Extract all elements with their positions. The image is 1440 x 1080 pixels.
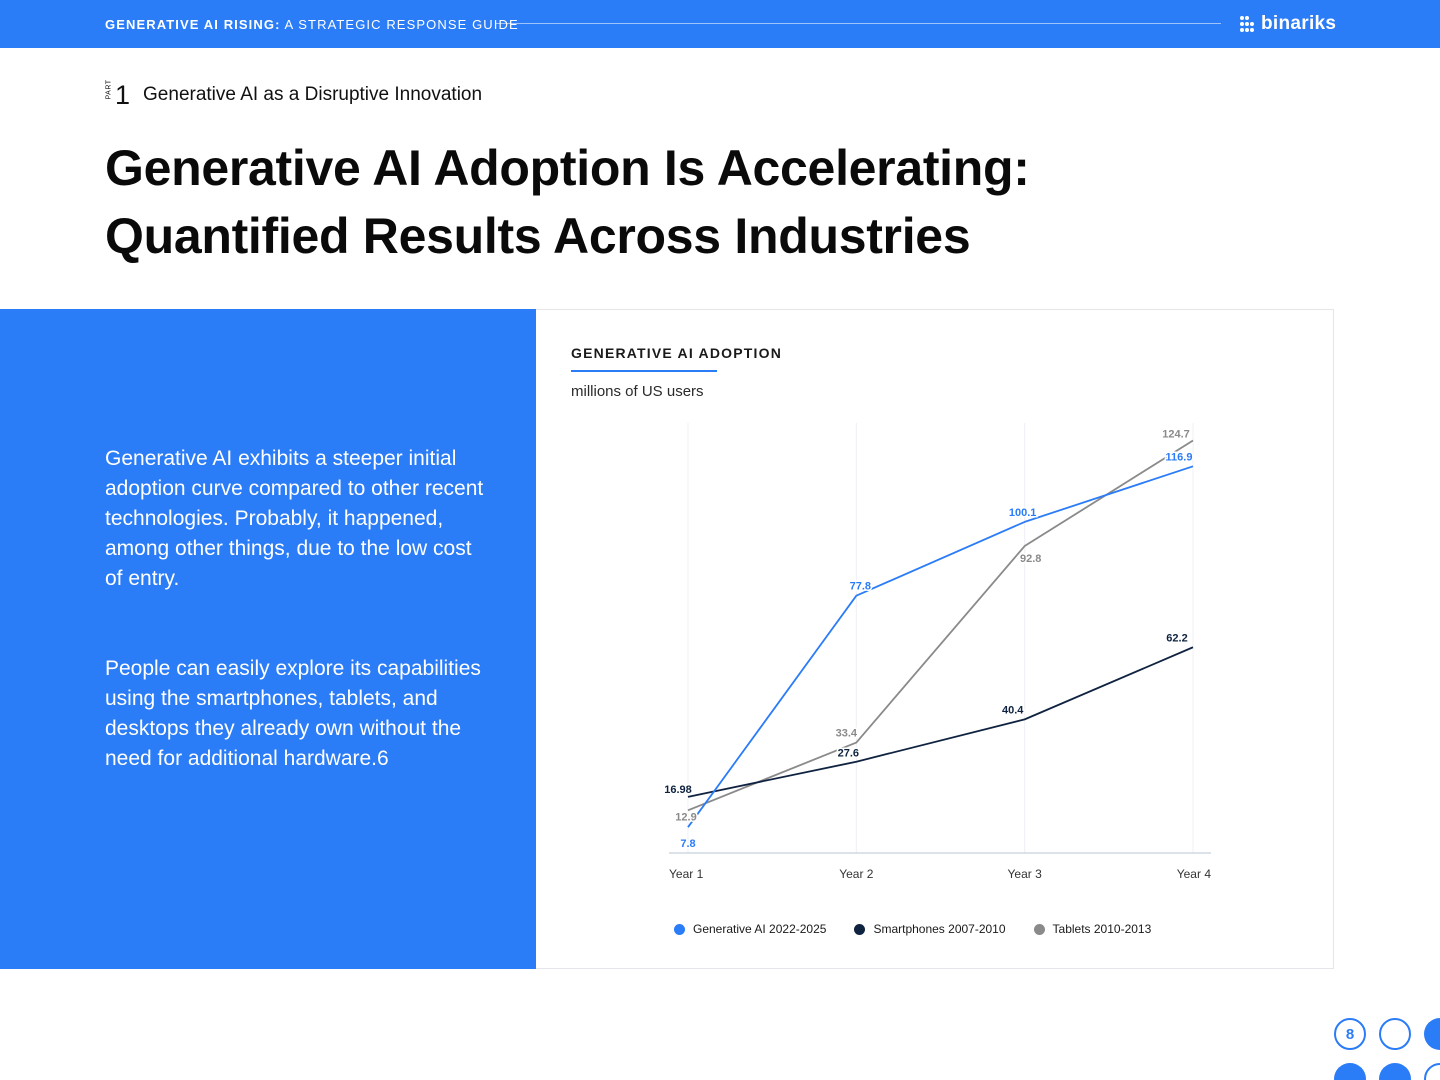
chart-card: GENERATIVE AI ADOPTION millions of US us… — [536, 309, 1334, 969]
part-title: Generative AI as a Disruptive Innovation — [143, 84, 483, 105]
legend-item: Smartphones 2007-2010 — [854, 922, 1006, 936]
text-panel: Generative AI exhibits a steeper initial… — [0, 309, 536, 969]
page-number-badge[interactable]: 8 — [1334, 1018, 1366, 1050]
x-tick-label: Year 4 — [1177, 867, 1212, 881]
legend-label: Tablets 2010-2013 — [1052, 922, 1152, 936]
data-label: 33.4 — [836, 728, 858, 740]
page-indicator-filled — [1379, 1063, 1411, 1080]
data-label: 16.98 — [664, 784, 692, 796]
data-label: 27.6 — [838, 748, 859, 760]
body-paragraph-2: People can easily explore its capabiliti… — [105, 657, 481, 770]
legend-label: Generative AI 2022-2025 — [693, 922, 827, 936]
data-label: 100.1 — [1009, 507, 1037, 519]
line-chart: Year 1 Year 2 Year 3 Year 4 7.8 77.8 100.1 116.… — [663, 423, 1212, 881]
data-label: 124.7 — [1162, 429, 1190, 441]
brand-name: binariks — [1261, 13, 1337, 34]
page-indicator-filled — [1334, 1063, 1366, 1080]
page-indicator-empty — [1424, 1063, 1440, 1080]
legend-label: Smartphones 2007-2010 — [873, 922, 1006, 936]
body-paragraph-1: Generative AI exhibits a steeper initial… — [105, 447, 484, 590]
part-number: 1 — [115, 79, 131, 110]
series-line — [687, 439, 1194, 812]
page-indicator-filled — [1424, 1018, 1440, 1050]
page-title-line-2: Quantified Results Across Industries — [105, 208, 971, 264]
data-label: 92.8 — [1020, 553, 1041, 565]
data-label: 116.9 — [1166, 451, 1193, 463]
x-tick-label: Year 1 — [669, 867, 704, 881]
data-label: 12.9 — [675, 811, 696, 823]
series-line — [687, 465, 1194, 828]
legend-dot-icon — [854, 923, 866, 935]
chart-legend: Generative AI 2022-2025 Smartphones 2007-… — [674, 922, 1179, 936]
logo-dots-icon — [1240, 16, 1258, 32]
data-label: 40.4 — [1002, 704, 1024, 716]
legend-item: Tablets 2010-2013 — [1033, 922, 1152, 936]
page-title: Generative AI Adoption Is Accelerating: … — [105, 134, 1205, 270]
legend-dot-icon — [674, 923, 685, 935]
chart-title: GENERATIVE AI ADOPTION — [571, 345, 783, 361]
page-indicator-empty — [1379, 1018, 1411, 1050]
data-label: 77.8 — [850, 581, 871, 593]
part-word: PART — [105, 78, 113, 99]
series-line — [687, 646, 1194, 798]
legend-dot-icon — [1033, 923, 1045, 935]
guide-title: GENERATIVE AI RISING: A STRATEGIC RESPON… — [105, 17, 519, 32]
brand-logo[interactable]: binariks — [1240, 12, 1336, 36]
data-label: 62.2 — [1166, 632, 1187, 644]
top-bar: GENERATIVE AI RISING: A STRATEGIC RESPON… — [0, 0, 1440, 48]
header-rule — [495, 23, 1221, 24]
x-tick-label: Year 2 — [839, 867, 874, 881]
legend-item: Generative AI 2022-2025 — [674, 922, 826, 936]
data-label: 7.8 — [680, 838, 695, 850]
section-label: PART 1 Generative AI as a Disruptive Inn… — [105, 78, 483, 110]
x-tick-label: Year 3 — [1008, 867, 1043, 881]
chart-subtitle: millions of US users — [571, 383, 704, 400]
page-title-line-1: Generative AI Adoption Is Accelerating: — [105, 140, 1030, 196]
chart-title-underline — [571, 370, 717, 372]
